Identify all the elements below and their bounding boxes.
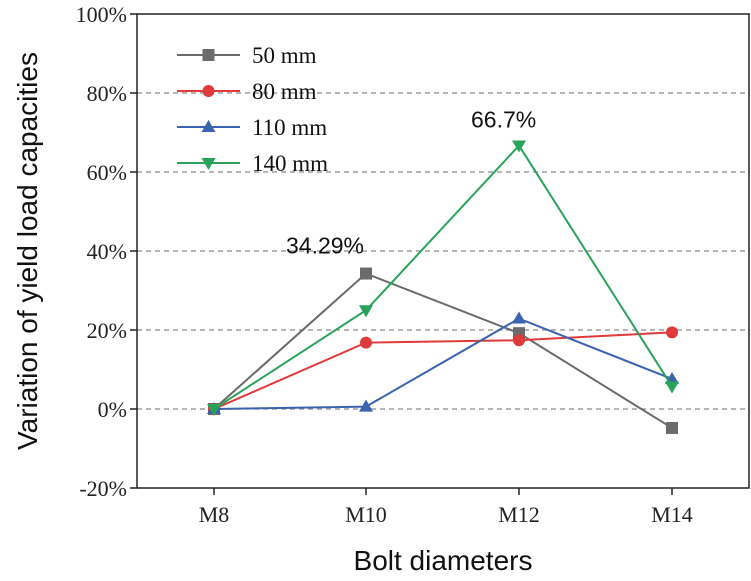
legend-marker [201,120,216,132]
x-tick-label: M10 [345,502,387,527]
legend-label: 110 mm [252,115,327,140]
legend-label: 80 mm [252,79,317,104]
x-axis: M8 M10 M12 M14 [199,488,693,527]
data-point [512,140,526,153]
data-point [665,381,679,394]
data-point [512,311,526,324]
legend-entry: 110 mm [177,115,327,140]
y-tick-label: 60% [87,160,127,185]
series-80-mm [208,326,678,415]
data-point [359,399,373,412]
y-tick-label: 0% [98,397,127,422]
series-110-mm [207,311,679,414]
legend-entry: 80 mm [177,79,317,104]
legend: 50 mm 80 mm 110 mm 140 mm [177,43,328,176]
data-annotation: 34.29% [286,233,364,259]
annotations: 34.29% 66.7% [286,107,536,259]
series-line [213,317,673,410]
x-tick-label: M14 [651,502,693,527]
legend-label: 50 mm [252,43,317,68]
series-line [213,331,673,410]
y-tick-label: 40% [87,239,127,264]
legend-entry: 50 mm [177,43,317,68]
data-point [207,404,221,416]
x-axis-title: Bolt diameters [354,545,533,576]
data-point [513,334,525,347]
data-point [360,267,372,280]
series-line [213,143,673,410]
data-point [360,336,372,349]
data-point [666,326,678,339]
series-140-mm [207,140,679,416]
data-point [359,305,373,318]
data-point [666,421,678,434]
y-tick-label: 20% [87,318,127,343]
x-tick-label: M12 [498,502,540,527]
data-annotation: 66.7% [471,107,536,133]
y-tick-label: -20% [79,476,127,501]
legend-marker [201,158,216,170]
y-tick-label: 80% [87,81,127,106]
x-tick-label: M8 [199,502,230,527]
legend-marker [202,85,215,97]
series-layer [207,140,679,434]
legend-label: 140 mm [252,151,328,176]
legend-entry: 140 mm [177,151,328,176]
series-line [213,272,673,429]
y-axis-title: Variation of yield load capacities [12,52,43,450]
legend-marker [202,49,215,61]
y-axis: -20% 0% 20% 40% 60% 80% 100% [76,2,137,501]
y-tick-label: 100% [76,2,127,27]
